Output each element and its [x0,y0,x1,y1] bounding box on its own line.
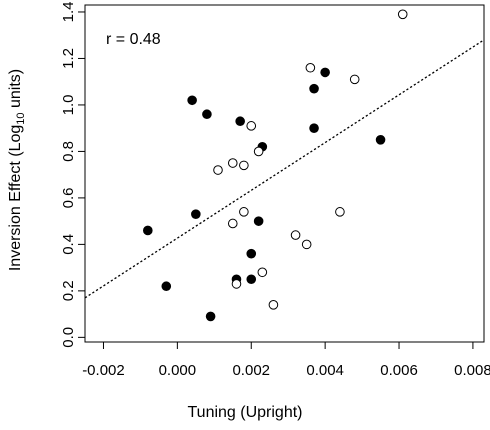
y-axis-title-subscript: 10 [15,112,27,124]
y-tick-label: 0.6 [60,187,77,208]
data-point-open [253,146,264,157]
fit-line-group [84,39,485,299]
y-axis-title-tail: units) [7,69,24,113]
data-point-open [239,207,249,217]
data-point-open [257,267,268,278]
data-point-filled [246,248,257,259]
data-point-open [213,165,223,175]
x-tick-label: 0.008 [454,362,490,379]
data-point-open [246,121,257,131]
x-tick-label: 0.006 [380,362,418,379]
y-tick-label: 0.4 [60,234,77,255]
data-point-filled [235,116,245,127]
points-group [143,9,408,322]
data-point-open [305,62,316,73]
data-point-filled [202,109,212,120]
data-point-filled [375,135,386,145]
data-point-open [301,239,312,250]
axes-group: -0.002 0.000 0.002 0.004 0.006 0.008 0.0 0.2 0.4… [60,2,490,379]
data-point-open [335,207,345,217]
data-point-filled [187,95,197,106]
data-point-filled [309,83,319,94]
regression-line [84,39,485,299]
data-point-filled [191,209,201,219]
y-tick-label: 1.4 [60,2,77,23]
y-axis-title-main: Inversion Effect (Log [7,125,24,271]
data-point-filled [161,281,172,292]
data-point-open [397,9,408,20]
x-tick-label: 0.000 [159,362,197,379]
x-axis-title: Tuning (Upright) [187,404,302,421]
data-point-filled [253,216,264,226]
data-point-filled [205,311,216,322]
y-tick-label: 0.8 [60,141,77,162]
data-point-filled [143,225,153,236]
y-tick-label: 1.0 [60,95,77,116]
x-tick-label: 0.002 [232,362,270,379]
y-tick-label: 0.2 [60,280,77,301]
plot-frame [84,4,485,343]
data-point-open [268,300,279,310]
data-point-open [227,218,238,229]
y-axis-title: Inversion Effect (Log10 units) [7,69,27,271]
data-point-open [227,158,238,168]
x-tick-label: -0.002 [82,362,125,379]
data-point-open [231,279,242,289]
data-point-filled [246,274,257,285]
y-tick-label: 0.0 [60,327,77,348]
data-point-filled [309,123,319,133]
x-tick-label: 0.004 [306,362,344,379]
data-point-open [290,230,301,240]
data-point-filled [320,67,330,78]
correlation-annotation: r = 0.48 [106,31,161,48]
y-tick-label: 1.2 [60,48,77,69]
data-point-open [239,160,249,171]
data-point-open [349,74,360,85]
